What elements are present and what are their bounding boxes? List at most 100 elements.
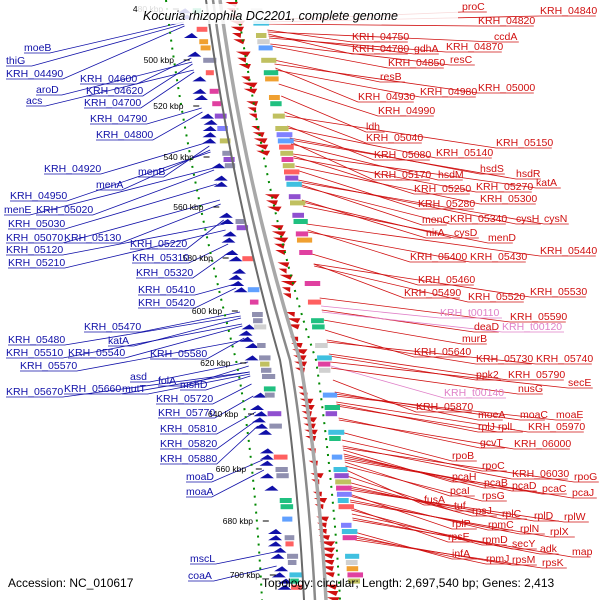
cog-color-block <box>265 76 279 82</box>
right-gene-label: rplJ <box>478 421 495 433</box>
left-gene-label: moeB <box>24 42 51 54</box>
right-leader-line <box>269 37 502 53</box>
right-leader-line <box>313 263 460 299</box>
cog-color-block <box>263 70 279 76</box>
left-gene-label: menE <box>4 204 31 216</box>
reverse-gene-mark <box>259 473 274 479</box>
right-gene-label: map <box>572 546 593 558</box>
right-leader-line <box>287 127 492 159</box>
cog-color-block <box>255 33 267 38</box>
left-gene-label: asd <box>130 371 147 383</box>
right-leader-line <box>350 507 473 543</box>
scale-label: 540 kbp <box>164 152 195 162</box>
cog-color-block <box>281 157 294 162</box>
scale-label: 520 kbp <box>153 101 184 111</box>
reverse-gene-mark <box>271 572 286 578</box>
left-leader-line <box>8 229 226 269</box>
left-leader-line <box>68 325 243 359</box>
feature-block <box>257 343 266 348</box>
left-leader-line <box>122 373 251 395</box>
forward-gene-mark <box>230 26 245 32</box>
feature-block <box>236 225 249 231</box>
reverse-gene-mark <box>250 405 265 410</box>
left-leader-line <box>6 371 250 398</box>
right-gene-label: KRH_05530 <box>530 286 587 298</box>
left-gene-label: acs <box>26 95 42 107</box>
reverse-gene-mark <box>272 547 287 553</box>
left-gene-label: KRH_05420 <box>138 297 195 309</box>
feature-block <box>205 70 214 76</box>
feature-block <box>291 584 303 590</box>
forward-gene-mark <box>270 225 284 231</box>
right-leader-line <box>267 29 408 43</box>
left-gene-label: KRH_04700 <box>84 97 141 109</box>
reverse-gene-mark <box>228 274 243 280</box>
cog-color-block <box>315 343 328 348</box>
right-gene-label: KRH_05730 <box>476 353 533 365</box>
reverse-gene-mark <box>241 324 256 330</box>
left-leader-line <box>6 199 221 244</box>
cog-color-block <box>333 467 348 472</box>
cog-color-block <box>295 231 309 237</box>
forward-gene-mark <box>279 274 294 280</box>
left-leader-line <box>130 219 224 250</box>
right-leader-line <box>335 395 581 421</box>
reverse-gene-mark <box>254 423 269 429</box>
forward-gene-mark <box>271 231 286 237</box>
genome-backbone-inner <box>205 0 305 600</box>
right-gene-label: KRH_05340 <box>450 213 507 225</box>
right-gene-label: infA <box>452 548 470 560</box>
left-gene-label: KRH_04950 <box>10 190 67 202</box>
right-leader-line <box>293 155 470 195</box>
right-leader-line <box>344 459 597 499</box>
left-leader-line <box>8 183 217 230</box>
left-leader-line <box>186 459 263 483</box>
right-leader-line <box>295 165 536 205</box>
right-leader-line <box>268 33 408 55</box>
reverse-gene-mark <box>192 88 207 94</box>
reverse-gene-mark <box>211 163 226 169</box>
forward-gene-mark <box>292 349 308 355</box>
right-gene-label: moeA <box>478 409 505 421</box>
right-gene-label: pcaI <box>450 485 470 497</box>
right-gene-label: secY <box>512 538 535 550</box>
feature-block <box>219 138 231 144</box>
cog-color-block <box>347 572 364 578</box>
forward-gene-mark <box>281 287 291 293</box>
cog-color-block <box>257 39 270 45</box>
reverse-gene-mark <box>187 51 202 57</box>
scale-label: 660 kbp <box>216 464 247 474</box>
right-gene-label: KRH_04750 <box>352 31 409 43</box>
right-gene-label: pcaC <box>542 483 567 495</box>
left-gene-label: KRH_05070 <box>6 232 63 244</box>
left-leader-line <box>180 375 251 391</box>
left-gene-label: menB <box>138 166 165 178</box>
right-leader-line <box>275 69 476 98</box>
forward-gene-mark <box>238 64 251 69</box>
left-leader-line <box>6 323 243 359</box>
left-gene-label: KRH_05470 <box>84 321 141 333</box>
right-gene-label: gdhA <box>414 43 439 55</box>
right-leader-line <box>342 447 599 483</box>
cog-color-block <box>324 405 341 410</box>
reverse-gene-mark <box>224 250 239 255</box>
reverse-gene-mark <box>203 119 218 125</box>
right-gene-label: KRH_05640 <box>414 346 471 358</box>
left-leader-line <box>84 311 241 333</box>
left-leader-line <box>186 469 265 498</box>
left-gene-label: mscL <box>190 553 215 565</box>
right-leader-line <box>293 157 532 193</box>
right-leader-line <box>349 495 513 531</box>
leader-lines <box>4 11 599 582</box>
left-gene-label: KRH_05320 <box>136 267 193 279</box>
feature-block <box>261 367 272 373</box>
right-gene-label: KRH_05430 <box>470 251 527 263</box>
left-gene-label: KRH_05120 <box>6 244 63 256</box>
right-gene-label: ccdA <box>494 31 517 43</box>
left-leader-line <box>138 283 236 296</box>
left-leader-line <box>84 71 195 109</box>
left-leader-line <box>64 371 250 395</box>
right-gene-label: KRH_05790 <box>508 369 565 381</box>
feature-block <box>235 219 245 224</box>
